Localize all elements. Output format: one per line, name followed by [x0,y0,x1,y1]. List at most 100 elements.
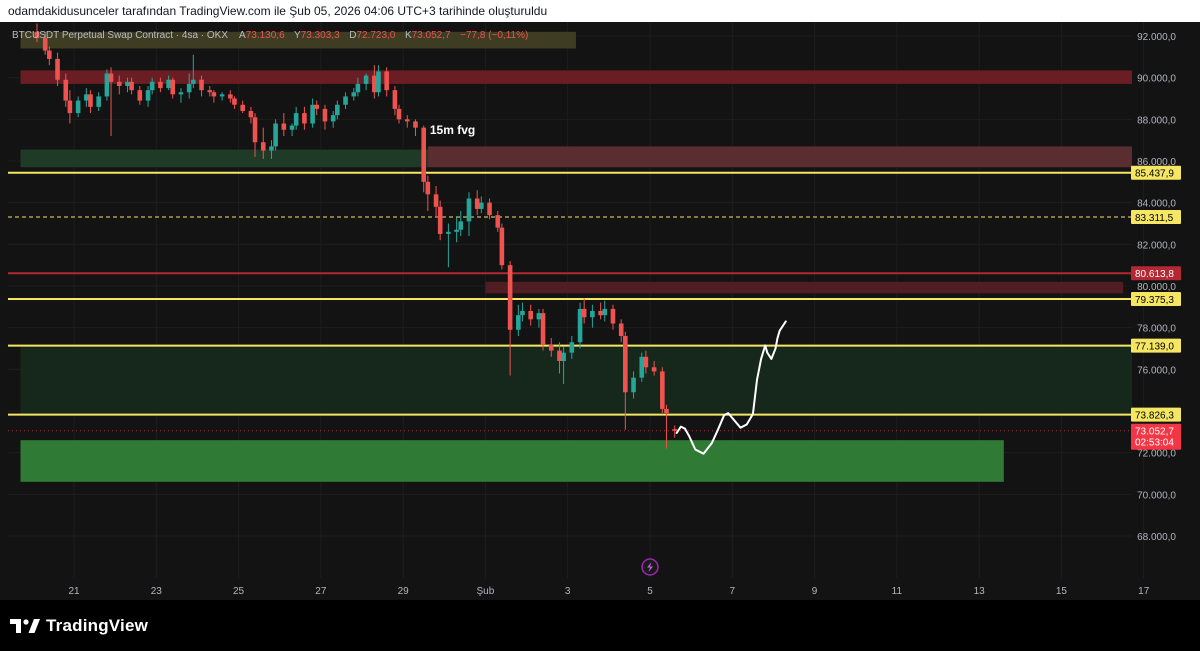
symbol-legend: BTCUSDT Perpetual Swap Contract · 4sa · … [12,30,528,41]
level-price-badge [1131,292,1181,307]
x-tick-label: 7 [730,586,736,597]
candle-body [351,92,357,97]
legend-close-value: 73.052,7 [411,30,451,41]
candle-body [96,96,101,107]
candle-body [404,119,410,122]
candle-body [355,83,361,93]
legend-open-value: 73.130,6 [245,30,285,41]
candle-body [516,315,521,330]
candle-body [260,142,266,151]
level-price-badge [1131,210,1181,225]
candles-layer [34,23,677,449]
level-price-label: 77.139,0 [1135,342,1174,353]
candle-body [413,121,418,128]
legend-open-label: A [239,30,246,41]
candle-body [137,90,143,101]
x-tick-label: 9 [812,586,818,597]
candle-body [248,111,254,118]
tradingview-wordmark: TradingView [46,616,149,635]
candle-body [125,81,130,86]
footer-bar: TradingView [0,600,1200,651]
candle-body [425,181,431,195]
candle-body [289,125,295,130]
tradingview-logo[interactable]: TradingView [10,616,148,636]
legend-symbol: BTCUSDT Perpetual Swap Contract · 4sa · … [12,30,229,41]
candle-body [557,350,562,361]
candle-body [42,38,48,51]
red-zone-top [20,70,1133,84]
candle-body [191,79,196,84]
levels-layer [8,171,1132,432]
candle-body [536,313,542,320]
candle-body [63,79,69,101]
legend-low-label: D [349,30,357,41]
candle-body [88,94,93,107]
zones-layer [20,31,1133,482]
candle-body [446,231,451,234]
candle-body [602,308,608,316]
candle-body [149,81,155,91]
candle-body [672,429,677,431]
candle-body [281,123,287,130]
x-tick-label: 25 [233,586,245,597]
candle-body [34,31,40,39]
chart-area[interactable]: 15m fvg 92.000,0 90.000,0 88.000,0 86.000,0… [0,22,1200,600]
candle-body [67,100,73,114]
y-tick-label: 68.000,0 [1137,532,1176,543]
candle-body [466,198,472,222]
candle-body [199,79,204,91]
legend-low-value: 72.723,0 [356,30,396,41]
legend-high-label: Y [294,30,301,41]
candle-body [211,92,217,97]
price-chart[interactable]: 15m fvg 92.000,0 90.000,0 88.000,0 86.000,0… [0,22,1200,600]
candle-body [145,90,151,101]
y-tick-label: 78.000,0 [1137,324,1176,335]
candle-body [499,227,505,266]
candle-body [178,92,184,95]
y-tick-label: 80.000,0 [1137,282,1176,293]
green-zone-bottom [20,440,1004,482]
candle-body [660,371,665,409]
candle-body [479,202,484,209]
level-price-label: 80.613,8 [1135,269,1174,280]
drawing-layer [675,320,787,455]
candle-body [302,113,307,124]
candle-body [421,127,427,182]
candle-body [664,408,669,414]
level-price-badge [1131,266,1181,281]
candle-body [474,198,480,209]
candle-body [437,206,443,234]
candle-body [75,100,81,114]
caption-bar: odamdakidusunceler tarafından TradingVie… [0,0,1200,22]
candle-body [396,108,402,120]
tradingview-logo-icon [10,619,40,633]
candle-body [47,50,52,59]
x-tick-label: 3 [565,586,571,597]
annotation-label: 15m fvg [430,123,475,137]
candle-body [314,104,320,109]
candle-body [240,104,245,111]
y-tick-label: 88.000,0 [1137,115,1176,126]
candle-body [581,308,587,318]
time-axis: 21 23 25 27 29 Şub 3 5 7 9 11 13 15 17 [68,558,1150,597]
candle-body [487,202,492,216]
candle-body [372,75,377,93]
candle-body [569,342,575,353]
x-tick-label: 27 [315,586,327,597]
level-price-badge [1131,407,1181,422]
candle-body [520,311,525,316]
candle-body [631,377,636,393]
candle-body [269,146,274,151]
x-tick-label: 21 [68,586,80,597]
green-zone-left [20,149,428,168]
candle-body [610,308,616,324]
candle-body [384,71,389,91]
legend-high-value: 73.303,3 [300,30,340,41]
x-tick-label: 13 [974,586,986,597]
y-tick-label: 70.000,0 [1137,490,1176,501]
candle-body [219,94,225,97]
candle-body [363,75,369,84]
candle-body [55,58,60,80]
y-tick-label: 84.000,0 [1137,199,1176,210]
x-tick-label: Şub [477,586,495,597]
